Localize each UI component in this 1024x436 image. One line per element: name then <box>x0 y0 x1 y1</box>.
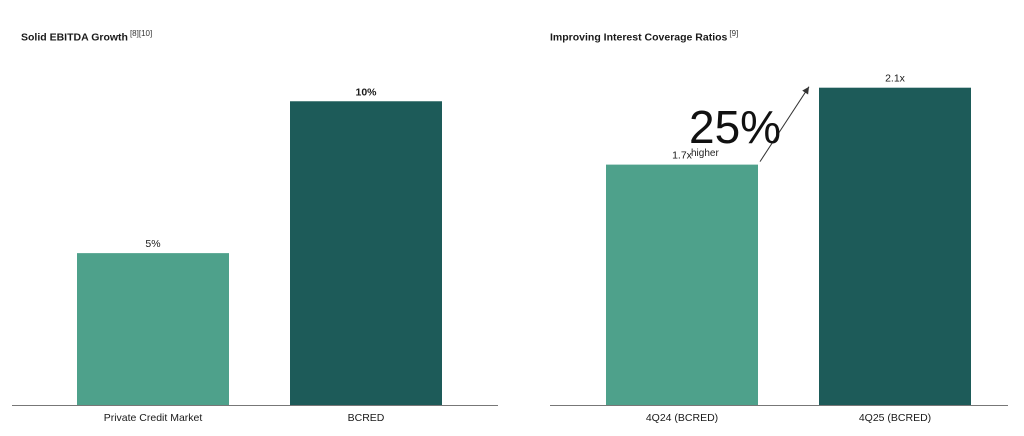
chart-interest-coverage: Improving Interest Coverage Ratios [9] 1.… <box>512 0 1024 436</box>
x-tick-label: BCRED <box>348 412 385 424</box>
chart-title-refs: [9] <box>729 29 739 38</box>
chart-title-refs: [8][10] <box>129 29 153 38</box>
annotation-value: 25% <box>689 101 781 153</box>
arrow-head-icon <box>802 86 809 95</box>
bar-private-credit-market <box>77 253 229 405</box>
arrow-line <box>759 86 810 162</box>
annotation-text: higher <box>691 148 719 159</box>
x-tick-label: 4Q24 (BCRED) <box>646 412 718 424</box>
bar-4q25-bcred <box>819 87 971 405</box>
chart-ebitda-growth: Solid EBITDA Growth [8][10] 5% Private Cre… <box>12 29 498 424</box>
data-label: 5% <box>145 238 160 250</box>
x-tick-label: 4Q25 (BCRED) <box>859 412 931 424</box>
data-label: 2.1x <box>885 73 906 85</box>
data-label: 1.7x <box>672 150 693 162</box>
bar-bcred <box>290 101 442 405</box>
chart-title: Solid EBITDA Growth [8][10] <box>21 29 153 44</box>
data-label: 10% <box>355 86 377 98</box>
chart-title: Improving Interest Coverage Ratios [9] <box>550 29 739 44</box>
bar-4q24-bcred <box>606 164 758 405</box>
ebitda-growth-plot: 5% Private Credit Market 10% BCRED <box>12 86 498 424</box>
interest-coverage-plot: 1.7x 4Q24 (BCRED) 2.1x 4Q25 (BCRED) 25%highe… <box>550 73 1008 424</box>
x-tick-label: Private Credit Market <box>104 412 203 424</box>
